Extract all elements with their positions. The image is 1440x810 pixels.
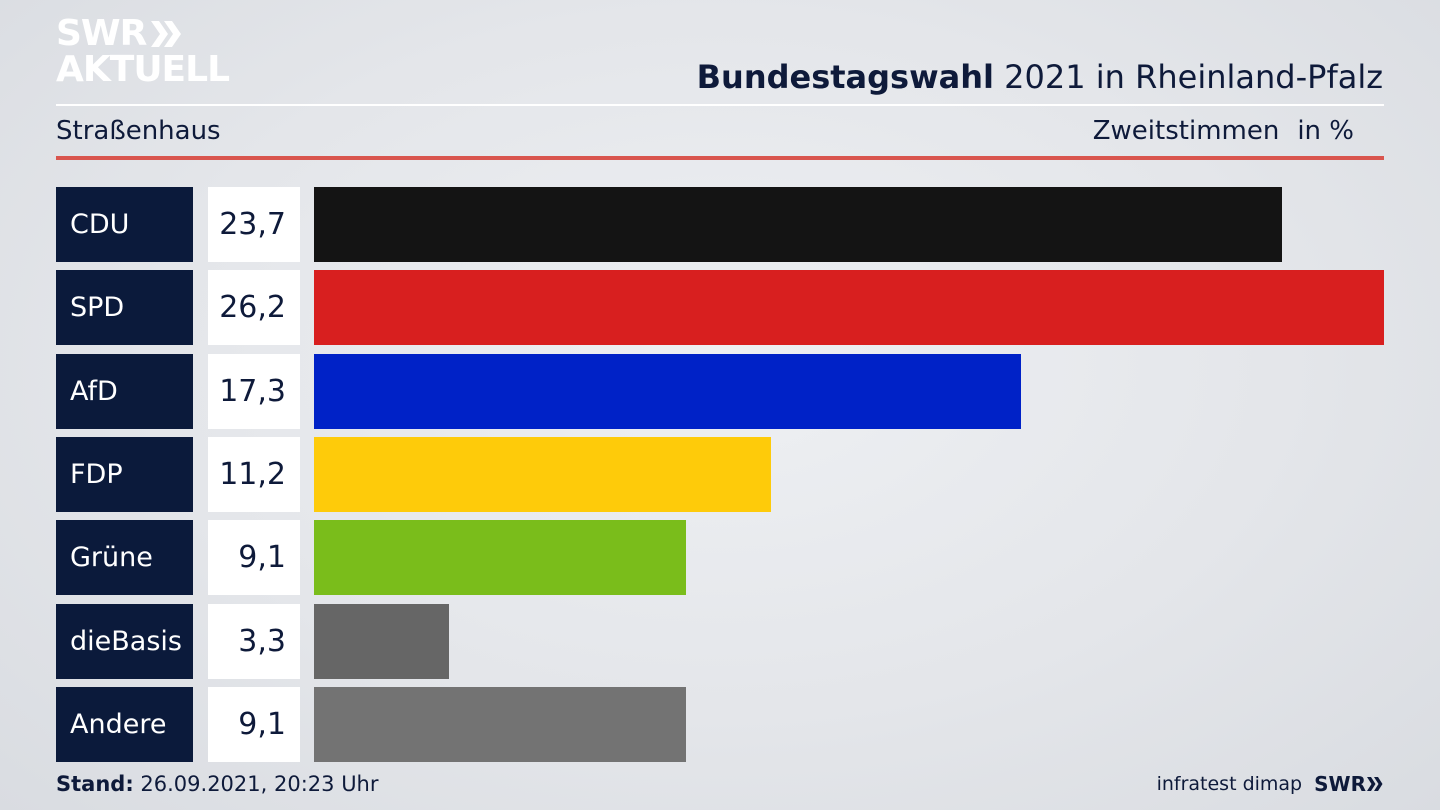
bar-row: FDP 11,2 — [56, 436, 1384, 512]
bar — [314, 353, 1021, 429]
source-credit: infratest dimap SWR — [1157, 772, 1384, 796]
party-label: Andere — [56, 686, 193, 762]
bar — [314, 686, 686, 762]
party-label: CDU — [56, 187, 193, 262]
stand-value: 26.09.2021, 20:23 Uhr — [140, 772, 379, 796]
value-label: 3,3 — [208, 603, 300, 679]
value-label: 23,7 — [208, 187, 300, 262]
bar-row: SPD 26,2 — [56, 270, 1384, 346]
bar — [314, 603, 449, 679]
district-name: Straßenhaus — [56, 116, 221, 146]
bar-row: AfD 17,3 — [56, 353, 1384, 429]
bar — [314, 270, 1384, 346]
header-divider — [56, 104, 1384, 106]
title-rest: 2021 in Rheinland-Pfalz — [1004, 58, 1383, 96]
value-label: 26,2 — [208, 270, 300, 346]
value-label: 17,3 — [208, 353, 300, 429]
bar-row: dieBasis 3,3 — [56, 603, 1384, 679]
party-label: dieBasis — [56, 603, 193, 679]
bar — [314, 520, 686, 596]
footer-brand-text: SWR — [1314, 772, 1366, 796]
bar-chart: CDU 23,7 SPD 26,2 AfD 17,3 FDP 11,2 Grüne 9,1 dieB… — [56, 187, 1384, 762]
value-label: 9,1 — [208, 520, 300, 596]
metric-name: Zweitstimmen — [1092, 116, 1280, 146]
value-label: 9,1 — [208, 686, 300, 762]
party-label: SPD — [56, 270, 193, 346]
party-label: AfD — [56, 353, 193, 429]
source-label: infratest dimap — [1156, 773, 1303, 795]
bar-row: Andere 9,1 — [56, 686, 1384, 762]
bar-row: CDU 23,7 — [56, 187, 1384, 262]
metric-unit: in % — [1297, 116, 1354, 146]
page-title: Bundestagswahl 2021 in Rheinland-Pfalz — [697, 58, 1383, 96]
party-label: Grüne — [56, 520, 193, 596]
double-chevron-icon — [1367, 777, 1383, 791]
logo-line2: AKTUELL — [56, 49, 230, 90]
party-label: FDP — [56, 436, 193, 512]
bar-row: Grüne 9,1 — [56, 520, 1384, 596]
timestamp: Stand: 26.09.2021, 20:23 Uhr — [56, 772, 379, 796]
value-label: 11,2 — [208, 436, 300, 512]
accent-divider — [56, 156, 1384, 160]
metric-label: Zweitstimmen in % — [1093, 116, 1354, 146]
double-chevron-icon — [151, 21, 182, 47]
bar — [314, 187, 1282, 262]
logo-line1: SWR — [56, 13, 147, 54]
swr-aktuell-logo: SWR AKTUELL — [56, 13, 230, 90]
title-bold: Bundestagswahl — [696, 58, 994, 96]
footer-brand: SWR — [1314, 772, 1384, 796]
stand-label: Stand: — [56, 772, 134, 796]
bar — [314, 436, 772, 512]
